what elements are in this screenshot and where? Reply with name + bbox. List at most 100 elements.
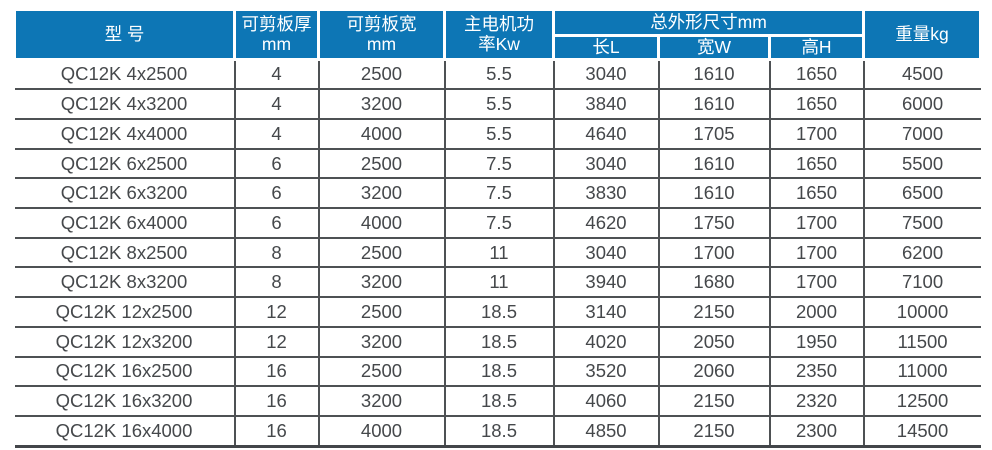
cell-power: 7.5 [443,208,554,239]
cell-weight: 12500 [862,386,981,417]
cell-width-w: 1750 [657,208,770,239]
cell-length-l: 3840 [552,89,659,121]
header-row-sub: 长L 宽W 高H [15,34,981,61]
cell-length-l: 3040 [552,59,659,91]
cell-weight: 7100 [862,267,981,299]
cell-height-h: 2320 [768,386,864,417]
cell-power: 11 [443,237,554,269]
cell-thickness: 6 [233,208,319,239]
cell-power: 5.5 [443,89,554,121]
cell-power: 5.5 [443,119,554,150]
cell-width-w: 1680 [657,267,770,299]
cell-weight: 11500 [862,326,981,358]
cell-model: QC12K 6x2500 [14,148,235,180]
cell-thickness: 4 [233,89,319,121]
spec-table: 型 号 可剪板厚 mm 可剪板宽 mm 主电机功 率Kw 总外形尺寸mm 重量k… [13,8,983,448]
cell-length-l: 3940 [552,267,659,299]
cell-width-w: 1610 [657,89,770,121]
cell-power: 18.5 [443,415,554,448]
col-header-model: 型 号 [13,8,236,61]
cell-width: 2500 [317,356,445,388]
cell-thickness: 8 [233,237,319,269]
cell-width: 2500 [317,237,445,269]
cell-width-w: 2150 [657,297,770,328]
cell-thickness: 16 [233,386,319,417]
cell-width: 2500 [317,148,445,180]
table-body: QC12K 4x2500 4 2500 5.5 3040 1610 1650 4500 QC12… [14,59,981,448]
table-row: QC12K 4x2500 4 2500 5.5 3040 1610 1650 4500 [14,59,981,91]
cell-thickness: 6 [233,178,319,210]
cell-length-l: 4850 [552,415,659,448]
cell-model: QC12K 16x3200 [14,386,235,417]
cell-width: 2500 [317,297,445,328]
cell-model: QC12K 4x3200 [14,89,235,121]
table-row: QC12K 8x3200 8 3200 11 3940 1680 1700 7100 [14,267,981,299]
cell-height-h: 1950 [768,326,864,358]
cell-model: QC12K 4x2500 [14,59,235,91]
cell-power: 11 [443,267,554,299]
col-header-thickness: 可剪板厚 mm [233,8,320,61]
cell-weight: 5500 [862,148,981,180]
cell-width-w: 1705 [657,119,770,150]
table-row: QC12K 4x3200 4 3200 5.5 3840 1610 1650 6000 [14,89,981,121]
cell-height-h: 1700 [768,267,864,299]
cell-width: 3200 [317,178,445,210]
table-row: QC12K 12x2500 12 2500 18.5 3140 2150 2000 10000 [14,297,981,328]
cell-width-w: 2060 [657,356,770,388]
cell-power: 18.5 [443,356,554,388]
cell-width: 4000 [317,208,445,239]
cell-weight: 6200 [862,237,981,269]
cell-thickness: 6 [233,148,319,180]
cell-model: QC12K 6x4000 [14,208,235,239]
cell-length-l: 4640 [552,119,659,150]
cell-width-w: 1610 [657,178,770,210]
cell-model: QC12K 8x2500 [14,237,235,269]
table-row: QC12K 16x3200 16 3200 18.5 4060 2150 2320 12500 [14,386,981,417]
cell-width-w: 2050 [657,326,770,358]
cell-model: QC12K 12x3200 [14,326,235,358]
col-header-width: 可剪板宽 mm [317,8,446,61]
cell-width: 4000 [317,119,445,150]
cell-model: QC12K 12x2500 [14,297,235,328]
cell-thickness: 8 [233,267,319,299]
cell-power: 7.5 [443,148,554,180]
cell-height-h: 1700 [768,237,864,269]
cell-width: 2500 [317,59,445,91]
cell-width-w: 1610 [657,148,770,180]
table-row: QC12K 12x3200 12 3200 18.5 4020 2050 1950 11500 [14,326,981,358]
cell-thickness: 12 [233,326,319,358]
cell-width: 3200 [317,267,445,299]
cell-model: QC12K 4x4000 [14,119,235,150]
col-header-weight: 重量kg [862,8,983,61]
cell-power: 18.5 [443,297,554,328]
cell-model: QC12K 8x3200 [14,267,235,299]
cell-weight: 6500 [862,178,981,210]
cell-thickness: 16 [233,356,319,388]
cell-length-l: 3040 [552,237,659,269]
table-row: QC12K 6x3200 6 3200 7.5 3830 1610 1650 6500 [14,178,981,210]
table-row: QC12K 8x2500 8 2500 11 3040 1700 1700 6200 [14,237,981,269]
cell-height-h: 1700 [768,119,864,150]
cell-model: QC12K 6x3200 [14,178,235,210]
cell-length-l: 4060 [552,386,659,417]
cell-height-h: 1700 [768,208,864,239]
col-header-height-h: 高H [767,34,866,61]
cell-width-w: 2150 [657,386,770,417]
cell-weight: 6000 [862,89,981,121]
col-header-width-w: 宽W [657,34,771,61]
cell-width-w: 1700 [657,237,770,269]
cell-width: 4000 [317,415,445,448]
cell-power: 7.5 [443,178,554,210]
col-header-overall-dimensions: 总外形尺寸mm [551,8,866,37]
cell-height-h: 2300 [768,415,864,448]
cell-length-l: 3040 [552,148,659,180]
cell-weight: 4500 [862,59,981,91]
cell-height-h: 2000 [768,297,864,328]
col-header-length-l: 长L [552,34,660,61]
cell-thickness: 4 [233,119,319,150]
cell-weight: 7000 [862,119,981,150]
cell-thickness: 16 [233,415,319,448]
cell-width: 3200 [317,326,445,358]
table-row: QC12K 6x4000 6 4000 7.5 4620 1750 1700 7500 [14,208,981,239]
